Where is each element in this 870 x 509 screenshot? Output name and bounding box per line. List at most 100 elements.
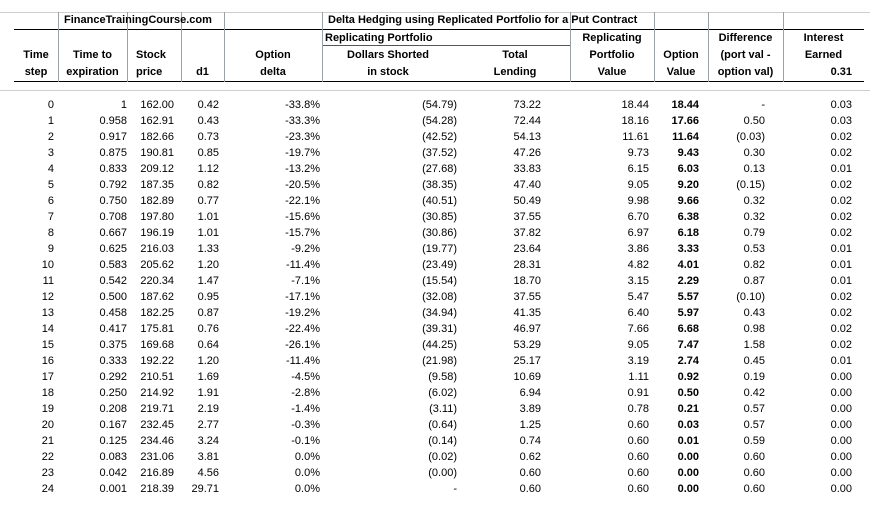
cell-time-to-expiration: 0.500 xyxy=(99,291,127,303)
replicating-portfolio-group-header: Replicating Portfolio xyxy=(325,32,433,44)
cell-total-lending: 54.13 xyxy=(513,131,541,143)
cell-replicating-value: 0.60 xyxy=(627,451,649,463)
cell-total-lending: 33.83 xyxy=(513,163,541,175)
cell-stock-price: 187.62 xyxy=(140,291,174,303)
cell-dollars-shorted: (39.31) xyxy=(422,323,457,335)
cell-option-value: 3.33 xyxy=(677,243,699,255)
cell-option-delta: -1.4% xyxy=(291,403,320,415)
header-time-to-expiration-line2: expiration xyxy=(66,66,119,78)
header-difference-line1: Difference xyxy=(718,32,773,44)
cell-option-delta: 0.0% xyxy=(294,451,320,463)
column-separator xyxy=(127,12,128,82)
cell-interest-earned: 0.02 xyxy=(830,291,852,303)
cell-total-lending: 37.55 xyxy=(513,211,541,223)
cell-time-step: 14 xyxy=(41,323,54,335)
cell-replicating-value: 0.60 xyxy=(627,467,649,479)
cell-time-to-expiration: 0.792 xyxy=(99,179,127,191)
cell-total-lending: 0.60 xyxy=(519,467,541,479)
cell-d1: 1.33 xyxy=(197,243,219,255)
cell-stock-price: 182.25 xyxy=(140,307,174,319)
sheet-title: Delta Hedging using Replicated Portfolio… xyxy=(328,14,638,26)
cell-interest-earned: 0.02 xyxy=(830,323,852,335)
cell-d1: 0.42 xyxy=(197,99,219,111)
cell-difference: 0.13 xyxy=(743,163,765,175)
cell-time-step: 6 xyxy=(47,195,54,207)
cell-option-value: 9.43 xyxy=(677,147,699,159)
cell-option-delta: -9.2% xyxy=(291,243,320,255)
cell-stock-price: 190.81 xyxy=(140,147,174,159)
header-option-value-line2: Value xyxy=(666,66,696,78)
cell-time-step: 7 xyxy=(47,211,54,223)
cell-stock-price: 197.80 xyxy=(140,211,174,223)
table-row: 23 0.042 216.89 4.56 0.0% (0.00) 0.60 0.60 0.00 0… xyxy=(0,465,870,481)
cell-stock-price: 218.39 xyxy=(140,483,174,495)
cell-total-lending: 41.35 xyxy=(513,307,541,319)
cell-difference: 0.43 xyxy=(743,307,765,319)
header-bottom-border xyxy=(14,81,864,82)
cell-option-delta: -15.6% xyxy=(285,211,320,223)
cell-total-lending: 25.17 xyxy=(513,355,541,367)
header-option-delta-line1: Option xyxy=(255,49,291,61)
cell-stock-price: 182.89 xyxy=(140,195,174,207)
cell-dollars-shorted: (32.08) xyxy=(422,291,457,303)
cell-time-step: 22 xyxy=(41,451,54,463)
cell-option-delta: -11.4% xyxy=(285,259,320,271)
cell-option-value: 0.92 xyxy=(677,371,699,383)
cell-replicating-value: 6.15 xyxy=(627,163,649,175)
cell-difference: 0.79 xyxy=(743,227,765,239)
cell-replicating-value: 3.15 xyxy=(627,275,649,287)
cell-option-delta: -20.5% xyxy=(285,179,320,191)
cell-time-to-expiration: 0.458 xyxy=(99,307,127,319)
cell-replicating-value: 18.16 xyxy=(621,115,649,127)
cell-option-value: 6.38 xyxy=(677,211,699,223)
cell-time-to-expiration: 0.750 xyxy=(99,195,127,207)
cell-time-step: 9 xyxy=(47,243,54,255)
cell-difference: 0.82 xyxy=(743,259,765,271)
cell-time-to-expiration: 0.167 xyxy=(99,419,127,431)
column-separator xyxy=(783,12,784,82)
cell-interest-earned: 0.00 xyxy=(830,403,852,415)
cell-stock-price: 209.12 xyxy=(140,163,174,175)
cell-interest-earned: 0.00 xyxy=(830,387,852,399)
cell-dollars-shorted: (6.02) xyxy=(428,387,457,399)
cell-d1: 0.43 xyxy=(197,115,219,127)
cell-stock-price: 169.68 xyxy=(140,339,174,351)
cell-replicating-value: 1.11 xyxy=(628,371,649,383)
cell-dollars-shorted: (0.64) xyxy=(428,419,457,431)
column-separator xyxy=(654,12,655,82)
cell-replicating-value: 9.05 xyxy=(627,339,649,351)
cell-time-step: 16 xyxy=(41,355,54,367)
cell-stock-price: 192.22 xyxy=(140,355,174,367)
cell-d1: 1.47 xyxy=(197,275,219,287)
cell-interest-earned: 0.01 xyxy=(830,355,852,367)
cell-interest-earned: 0.02 xyxy=(830,195,852,207)
header-difference-line3: option val) xyxy=(717,66,774,78)
cell-difference: 0.57 xyxy=(743,419,765,431)
header-replicating-value-line1: Replicating xyxy=(582,32,642,44)
cell-option-delta: 0.0% xyxy=(294,467,320,479)
cell-time-to-expiration: 0.917 xyxy=(99,131,127,143)
cell-interest-earned: 0.02 xyxy=(830,227,852,239)
cell-option-value: 18.44 xyxy=(671,99,699,111)
cell-option-value: 5.57 xyxy=(677,291,699,303)
table-row: 10 0.583 205.62 1.20 -11.4% (23.49) 28.31 4.82 4… xyxy=(0,257,870,273)
cell-time-to-expiration: 0.042 xyxy=(99,467,127,479)
cell-d1: 0.87 xyxy=(197,307,219,319)
cell-option-delta: -2.8% xyxy=(291,387,320,399)
cell-difference: (0.10) xyxy=(736,291,765,303)
site-name: FinanceTrainingCourse.com xyxy=(64,14,212,26)
cell-difference: 0.60 xyxy=(743,467,765,479)
cell-dollars-shorted: (30.86) xyxy=(422,227,457,239)
header-difference-line2: (port val - xyxy=(720,49,771,61)
cell-option-delta: -22.4% xyxy=(285,323,320,335)
cell-time-to-expiration: 0.625 xyxy=(99,243,127,255)
table-row: 22 0.083 231.06 3.81 0.0% (0.02) 0.62 0.60 0.00 0… xyxy=(0,449,870,465)
header-time-step-line2: step xyxy=(24,66,48,78)
cell-difference: - xyxy=(761,99,765,111)
column-separator xyxy=(708,12,709,82)
cell-option-delta: -4.5% xyxy=(291,371,320,383)
cell-difference: 0.53 xyxy=(743,243,765,255)
cell-time-to-expiration: 0.875 xyxy=(99,147,127,159)
header-option-value-line1: Option xyxy=(663,49,699,61)
column-separator xyxy=(224,12,225,82)
